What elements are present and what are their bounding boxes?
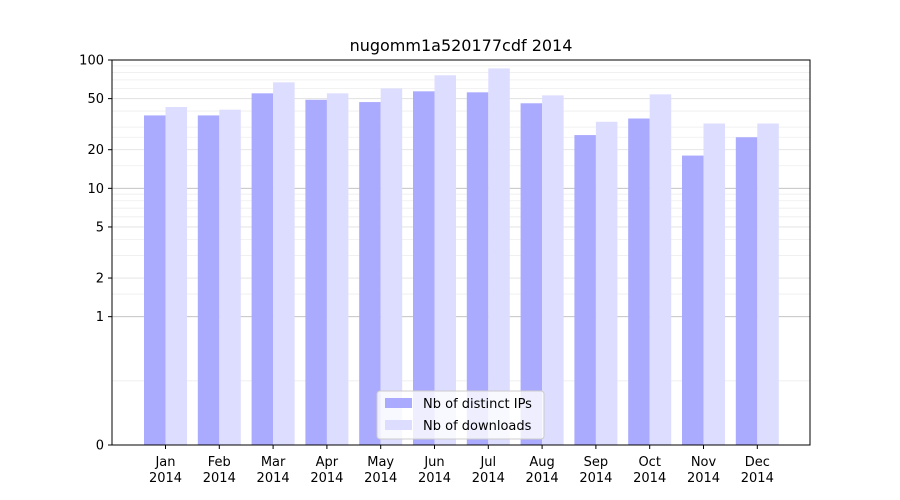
bars <box>144 68 779 446</box>
y-tick-label: 20 <box>87 143 104 158</box>
bar-distinct-ips <box>628 118 650 446</box>
x-tick-label: Oct 2014 <box>633 455 666 486</box>
bar-distinct-ips <box>144 115 166 445</box>
x-axis: Jan 2014 Feb 2014 Mar 2014 Apr 2014 May 2014 Jun 20… <box>149 445 774 486</box>
legend-swatch-distinct-ips <box>385 398 412 408</box>
x-tick-label: Jun 2014 <box>418 455 451 486</box>
bar-downloads <box>595 121 618 445</box>
bar-downloads <box>542 95 564 446</box>
y-tick-label: 1 <box>96 310 104 325</box>
y-tick-label: 2 <box>96 272 104 287</box>
x-tick-label: Aug 2014 <box>526 455 559 486</box>
y-tick-label: 10 <box>87 182 104 197</box>
y-axis: 0 1 2 5 10 20 50 100 <box>79 54 112 454</box>
legend-box <box>376 390 545 440</box>
legend: Nb of distinct IPs Nb of downloads <box>376 390 545 440</box>
legend-swatch-downloads <box>385 420 412 430</box>
bar-distinct-ips <box>682 155 704 445</box>
y-tick-label: 5 <box>96 220 104 235</box>
legend-label-distinct-ips: Nb of distinct IPs <box>423 397 532 412</box>
bar-downloads <box>380 88 403 446</box>
bar-downloads <box>649 94 672 445</box>
bar-downloads <box>165 107 187 446</box>
chart-title: nugomm1a520177cdf 2014 <box>350 36 573 55</box>
bar-downloads <box>488 68 510 445</box>
x-tick-label: Mar 2014 <box>257 455 290 486</box>
x-tick-label: Jan 2014 <box>149 455 182 486</box>
bar-downloads <box>434 75 456 445</box>
y-tick-label: 100 <box>79 54 104 69</box>
bar-downloads <box>273 82 295 445</box>
bar-distinct-ips <box>574 135 596 445</box>
x-tick-label: Apr 2014 <box>310 455 343 486</box>
bar-distinct-ips <box>466 92 489 446</box>
bar-distinct-ips <box>251 93 274 445</box>
x-tick-label: Nov 2014 <box>687 455 720 486</box>
x-tick-label: Jul 2014 <box>472 455 505 486</box>
bar-distinct-ips <box>305 99 327 445</box>
bar-distinct-ips <box>520 103 543 445</box>
x-tick-label: Sep 2014 <box>579 455 612 486</box>
bar-downloads <box>757 123 779 446</box>
y-tick-label: 0 <box>96 439 104 454</box>
bar-distinct-ips <box>735 137 758 446</box>
bar-distinct-ips <box>359 102 381 445</box>
x-tick-label: Feb 2014 <box>203 455 236 486</box>
legend-label-downloads: Nb of downloads <box>423 419 532 434</box>
plot-frame <box>111 59 811 446</box>
bar-downloads <box>219 109 241 445</box>
bar-downloads <box>703 123 725 446</box>
x-tick-label: May 2014 <box>364 455 397 486</box>
x-tick-label: Dec 2014 <box>741 455 774 486</box>
bar-distinct-ips <box>413 91 435 445</box>
y-tick-label: 50 <box>87 92 104 107</box>
bar-distinct-ips <box>197 115 220 445</box>
bar-downloads <box>326 93 349 445</box>
